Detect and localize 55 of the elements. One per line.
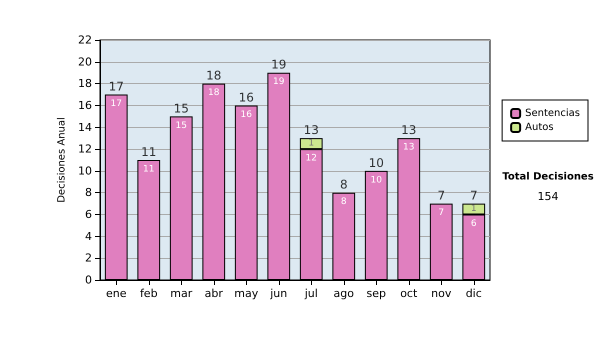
total-label: 17: [108, 80, 124, 94]
total-label: 7: [437, 188, 446, 203]
data-label: 12: [306, 154, 317, 164]
data-label: 13: [403, 142, 414, 153]
y-tick-label: 6: [85, 208, 92, 222]
total-label: 13: [401, 123, 416, 138]
data-label: 8: [340, 197, 347, 208]
legend-label: Autos: [525, 122, 554, 133]
total-label: 7: [470, 188, 478, 203]
data-label: 18: [208, 88, 220, 98]
total-label: 10: [368, 156, 384, 170]
data-label: 16: [240, 110, 252, 120]
data-label: 11: [143, 164, 154, 174]
data-label: 1: [308, 138, 314, 149]
y-tick-label: 4: [85, 230, 92, 243]
data-label: 19: [273, 77, 285, 88]
y-tick-label: 12: [78, 142, 92, 156]
x-tick-label: mar: [170, 287, 193, 300]
x-tick-label: sep: [366, 287, 386, 300]
x-tick-label: jun: [269, 287, 288, 300]
y-tick-label: 2: [85, 252, 92, 265]
data-label: 7: [438, 208, 444, 218]
data-label: 6: [470, 219, 477, 230]
y-tick-label: 18: [78, 77, 92, 90]
y-tick-label: 8: [85, 186, 92, 200]
x-tick-label: nov: [431, 287, 452, 300]
total-label: 8: [340, 178, 348, 192]
x-tick-label: ago: [334, 287, 354, 300]
legend-label: Sentencias: [525, 108, 580, 119]
x-tick-label: may: [234, 287, 259, 300]
x-tick-label: oct: [400, 287, 418, 300]
x-tick-label: jul: [304, 287, 318, 300]
total-label: 13: [304, 123, 319, 138]
y-tick-label: 16: [78, 98, 92, 112]
y-tick-label: 22: [78, 34, 92, 46]
y-tick-label: 20: [78, 55, 92, 68]
y-tick-label: 10: [78, 164, 92, 178]
x-tick-label: feb: [140, 287, 158, 300]
data-label: 1: [470, 204, 477, 214]
data-label: 17: [110, 99, 122, 110]
data-label: 15: [176, 120, 187, 131]
x-tick-label: dic: [466, 287, 482, 300]
x-tick-label: ene: [106, 287, 127, 300]
total-label: 15: [174, 101, 189, 116]
total-label: 18: [206, 68, 222, 83]
data-label: 10: [370, 175, 382, 186]
y-tick-label: 0: [85, 274, 92, 286]
total-label: 16: [238, 90, 254, 104]
y-tick-label: 14: [78, 120, 92, 134]
text: 154: [538, 190, 558, 203]
total-label: 19: [271, 58, 286, 72]
y-axis-title: Decisiones Anual: [56, 117, 68, 203]
x-tick-label: abr: [204, 287, 224, 300]
text: Total Decisiones: [502, 172, 594, 182]
total-label: 11: [141, 145, 156, 159]
